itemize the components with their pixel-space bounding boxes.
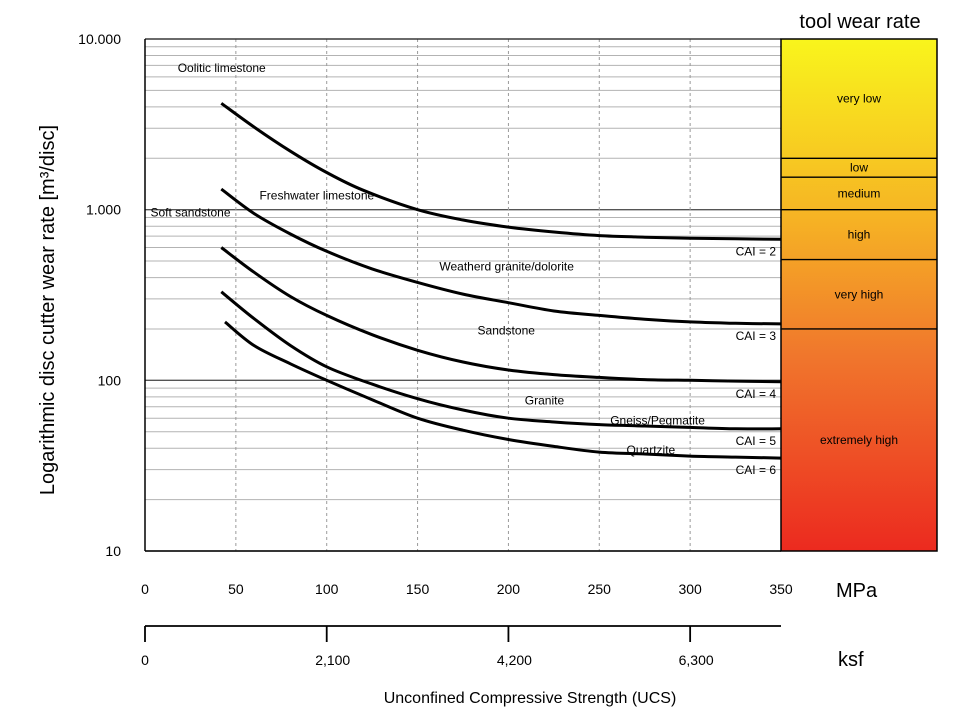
x-tick-label: 200 xyxy=(497,581,521,597)
curve-label: Weatherd granite/dolorite xyxy=(439,260,574,274)
curve-label: Freshwater limestone xyxy=(259,188,374,202)
x2-tick-label: 2,100 xyxy=(315,652,350,668)
curve-label: Sandstone xyxy=(478,324,536,338)
y-tick-label: 100 xyxy=(98,372,122,388)
series-name-label: CAI = 2 xyxy=(736,244,777,258)
curve-label: Oolitic limestone xyxy=(178,61,266,75)
y-tick-label: 10 xyxy=(105,543,121,559)
wear-band-label: low xyxy=(850,161,868,175)
wear-band-label: extremely high xyxy=(820,433,898,447)
curve-label: Quartzite xyxy=(627,443,676,457)
series-line xyxy=(220,246,782,384)
y-tick-label: 10.000 xyxy=(78,31,121,47)
wear-rate-title: tool wear rate xyxy=(799,11,920,33)
curve-label: Gneiss/Pegmatite xyxy=(610,414,705,428)
x2-unit-label: ksf xyxy=(838,649,864,671)
y-axis-label: Logarithmic disc cutter wear rate [m³/di… xyxy=(37,125,59,495)
x-tick-label: 250 xyxy=(588,581,612,597)
x-unit-label: MPa xyxy=(836,580,878,602)
axes xyxy=(144,38,781,642)
series-name-label: CAI = 6 xyxy=(736,463,777,477)
series-line xyxy=(220,290,782,431)
x-axis-label: Unconfined Compressive Strength (UCS) xyxy=(384,690,677,707)
x2-tick-label: 0 xyxy=(141,652,149,668)
curve-label: Granite xyxy=(525,394,565,408)
series-layer: CAI = 2 CAI = 3 CAI = 4 CAI = 5 CAI = 6 xyxy=(220,102,782,477)
wear-band-label: high xyxy=(848,228,871,242)
wear-band-label: very high xyxy=(835,287,884,301)
series-name-label: CAI = 3 xyxy=(736,329,777,343)
wear-band-label: medium xyxy=(838,186,881,200)
wear-rate-bands: very low low medium high very high extremely … xyxy=(780,38,938,552)
x-tick-label: 0 xyxy=(141,581,149,597)
x-tick-label: 100 xyxy=(315,581,339,597)
tick-labels: 10 100 1.000 10.000 0 50 100 150 200 250 300 350 0 2,… xyxy=(78,31,793,668)
series-name-label: CAI = 4 xyxy=(736,387,777,401)
curve-labels: Oolitic limestone Freshwater limestone Sof… xyxy=(150,61,705,457)
curve-label: Soft sandstone xyxy=(150,206,230,220)
series-line xyxy=(224,320,782,460)
x-tick-label: 350 xyxy=(769,581,793,597)
wear-rate-column xyxy=(780,38,938,552)
series-name-label: CAI = 5 xyxy=(736,434,777,448)
x-tick-label: 150 xyxy=(406,581,430,597)
y-tick-label: 1.000 xyxy=(86,202,121,218)
series-line xyxy=(220,187,782,326)
x-tick-label: 50 xyxy=(228,581,244,597)
x-tick-label: 300 xyxy=(678,581,702,597)
series-line xyxy=(220,102,782,241)
wear-band-label: very low xyxy=(837,92,881,106)
x2-tick-label: 6,300 xyxy=(679,652,714,668)
x2-tick-label: 4,200 xyxy=(497,652,532,668)
